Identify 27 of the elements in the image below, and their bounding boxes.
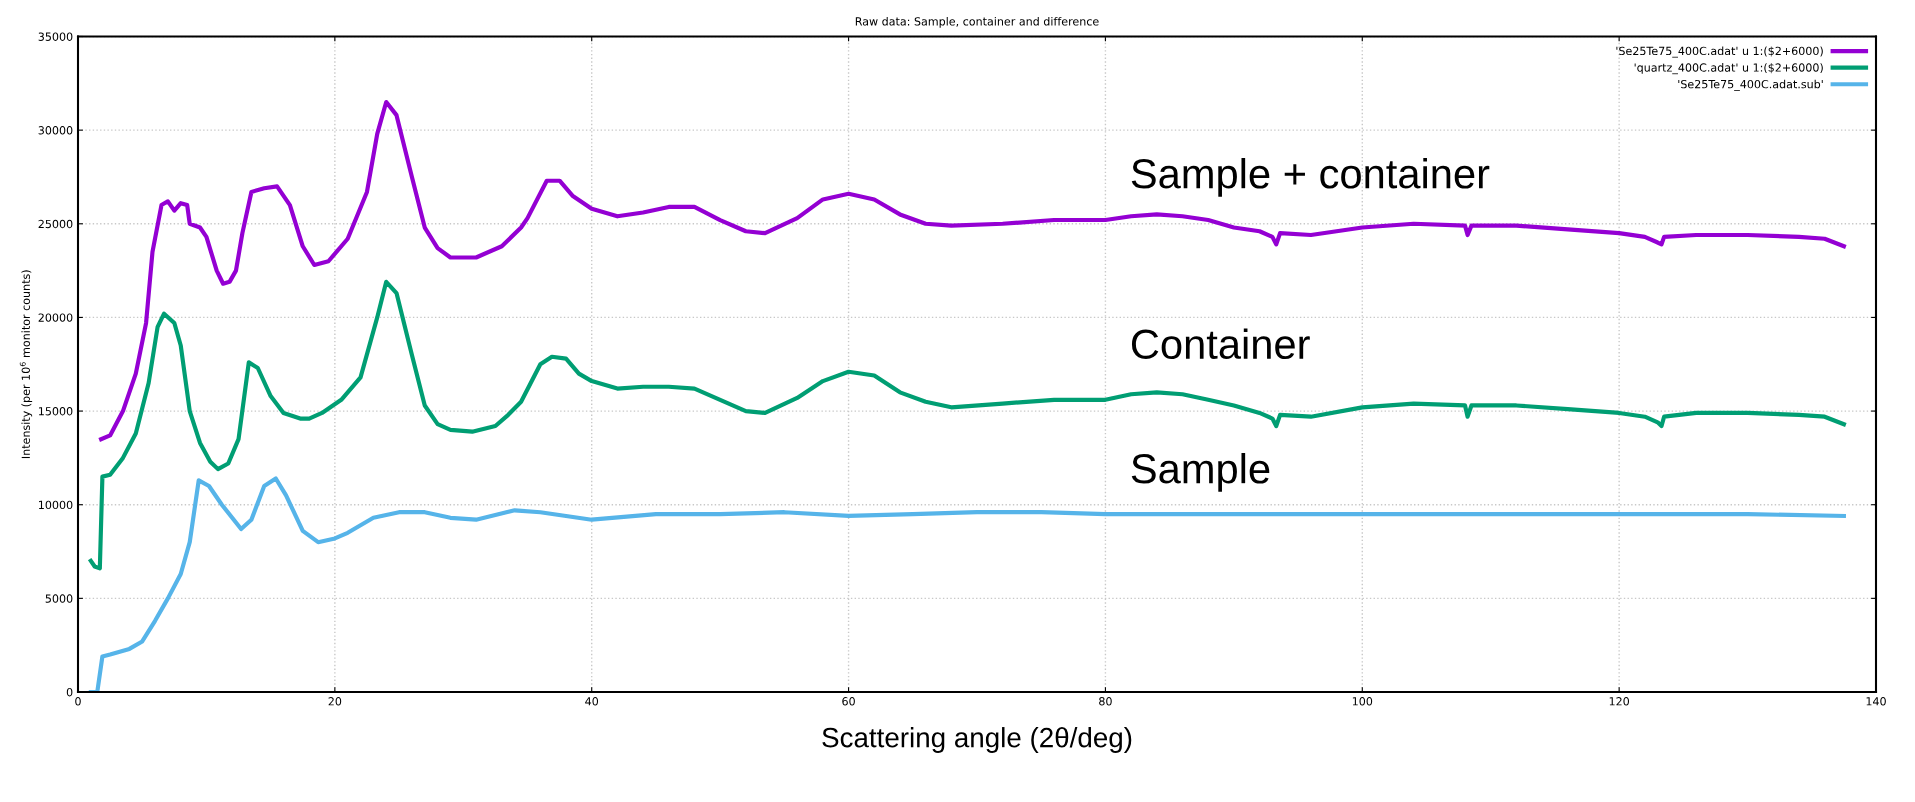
x-tick-label: 0 xyxy=(75,697,81,706)
y-tick-label: 20000 xyxy=(38,313,73,322)
x-tick-label: 20 xyxy=(328,697,342,706)
y-tick-label: 35000 xyxy=(38,32,73,41)
annotation: Sample + container xyxy=(1131,158,1490,197)
chart-title: Raw data: Sample, container and difference xyxy=(855,16,1099,28)
x-tick-label: 120 xyxy=(1609,697,1630,706)
annotation: Container xyxy=(1131,328,1310,360)
legend-label: 'Se25Te75_400C.adat.sub' xyxy=(1678,79,1823,91)
y-tick-label: 5000 xyxy=(45,594,73,603)
x-axis-title: Scattering angle (2θ/deg) xyxy=(822,727,1132,753)
y-axis-title: Intensity (per 10$^{6}$ monitor counts) xyxy=(19,270,33,459)
x-tick-label: 40 xyxy=(585,697,599,706)
x-tick-label: 60 xyxy=(842,697,855,706)
line-series xyxy=(99,99,1846,442)
y-tick-label: 0 xyxy=(66,687,73,697)
x-tick-label: 140 xyxy=(1866,697,1886,706)
y-tick-label: 30000 xyxy=(38,126,73,135)
line-series xyxy=(88,279,1846,571)
x-tick-label: 80 xyxy=(1099,697,1112,706)
y-tick-label: 15000 xyxy=(39,407,73,416)
x-tick-label: 100 xyxy=(1352,697,1373,706)
legend-label: 'quartz_400C.adat' u 1:($2+6000) xyxy=(1634,63,1823,75)
annotation: Sample xyxy=(1131,452,1270,492)
y-tick-label: 25000 xyxy=(38,219,73,229)
y-tick-label: 10000 xyxy=(39,500,73,510)
legend-label: 'Se25Te75_400C.adat' u 1:($2+6000) xyxy=(1616,46,1823,58)
